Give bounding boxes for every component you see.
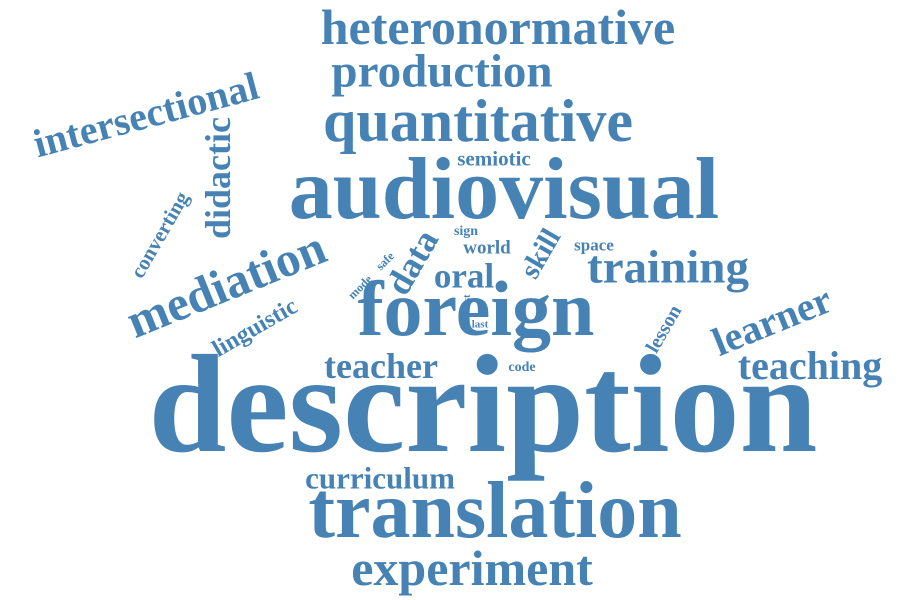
word-heteronormative: heteronormative [320,0,676,55]
word-semiotic: semiotic [457,146,531,171]
word-world: world [463,237,511,259]
word-curriculum: curriculum [305,460,455,496]
word-audiovisual: audiovisual [288,141,720,238]
word-converting: converting [125,187,194,283]
word-teacher: teacher [324,346,438,386]
word-foreign: foreign [357,265,595,352]
word-production: production [331,45,553,98]
word-experiment: experiment [351,540,593,596]
word-translation: translation [308,467,682,555]
word-quantitative: quantitative [322,88,634,154]
word-sign: sign [453,224,479,239]
word-training: training [587,241,749,294]
word-space: space [574,235,614,255]
word-teaching: teaching [737,343,883,388]
word-code: code [508,360,536,375]
word-oral: oral [433,256,495,296]
word-didactic: didactic [198,117,238,239]
word-description: description [148,327,818,482]
word-last: last [471,318,489,331]
